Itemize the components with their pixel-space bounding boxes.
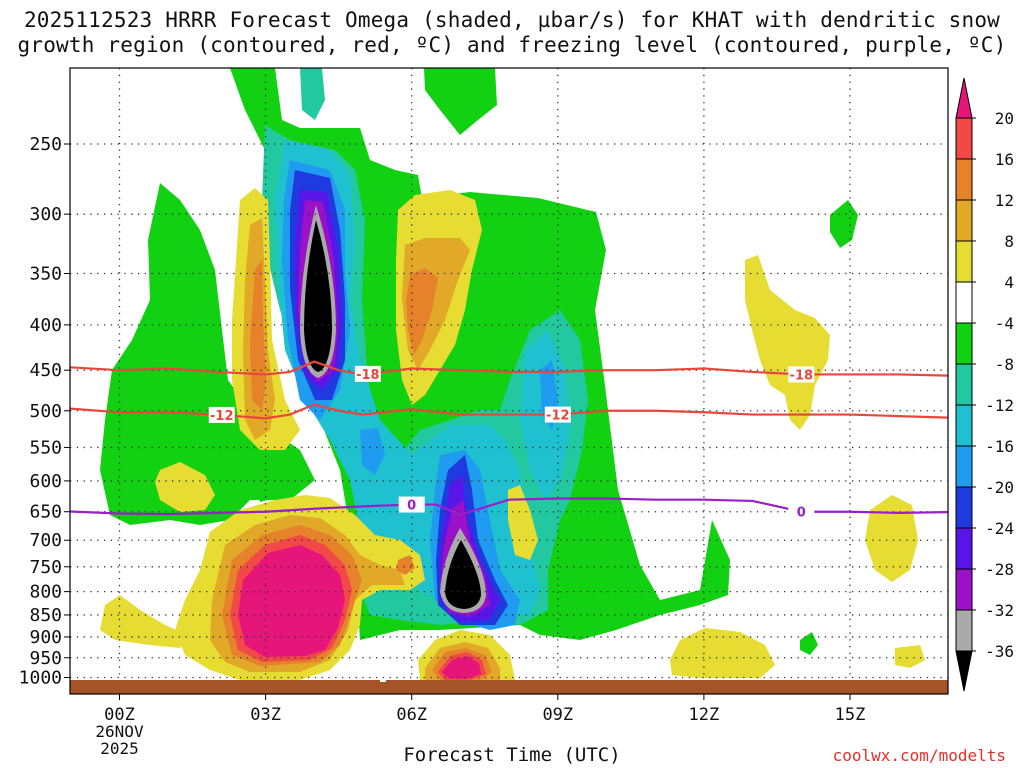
- omega-region-magenta-bottom: [442, 656, 481, 679]
- colorbar-label: -4: [995, 314, 1014, 333]
- y-tick-label: 300: [29, 204, 62, 225]
- omega-region-green-blob-c: [258, 492, 268, 502]
- colorbar-label: -32: [985, 601, 1014, 620]
- x-tick-label: 06Z: [396, 705, 427, 725]
- ground-strip-notch: [380, 680, 386, 682]
- y-tick-label: 650: [29, 502, 62, 523]
- x-tick-label: 15Z: [835, 705, 866, 725]
- colorbar-swatch: [955, 609, 973, 652]
- colorbar-label: -12: [985, 396, 1014, 415]
- colorbar-label: 8: [1004, 232, 1014, 251]
- colorbar-arrow-high: [955, 77, 973, 119]
- omega-shading: [100, 68, 925, 680]
- omega-region-green-top: [424, 68, 497, 135]
- omega-region-yellow-blob-far-right: [895, 645, 925, 668]
- contour-label: -12: [210, 409, 234, 424]
- colorbar-swatch: [955, 404, 973, 447]
- colorbar-label: -36: [985, 642, 1014, 661]
- omega-region-yellow-blob-left: [155, 462, 215, 512]
- contour-label-backdrop: [354, 365, 381, 382]
- x-tick-label: 03Z: [250, 705, 281, 725]
- omega-region-lightblue-side: [360, 428, 385, 475]
- credit-link[interactable]: coolwx.com/modelts: [832, 746, 1006, 765]
- contour-label: 0: [797, 506, 806, 521]
- colorbar-swatch: [955, 117, 973, 160]
- omega-region-orange-upper: [406, 268, 438, 355]
- contour-label: -12: [546, 409, 570, 424]
- y-tick-label: 950: [29, 648, 62, 669]
- omega-region-yellow-right-b: [865, 495, 918, 582]
- contour-label-backdrop: [788, 503, 815, 520]
- y-tick-label: 1000: [19, 668, 62, 689]
- omega-region-magenta-low-center: [238, 545, 345, 657]
- omega-region-teal-top: [300, 68, 325, 120]
- y-tick-label: 350: [29, 263, 62, 284]
- colorbar-label: 4: [1004, 273, 1014, 292]
- y-tick-label: 600: [29, 471, 62, 492]
- y-tick-label: 250: [29, 134, 62, 155]
- colorbar-swatch: [955, 363, 973, 406]
- x-tick-label: 09Z: [542, 705, 573, 725]
- colorbar-swatch: [955, 486, 973, 529]
- colorbar-label: -8: [995, 355, 1014, 374]
- omega-region-orange-left-column: [250, 260, 266, 410]
- x-tick-label: 00Z: [104, 705, 135, 725]
- y-tick-label: 800: [29, 582, 62, 603]
- omega-region-yellow-stem: [508, 485, 538, 560]
- y-tick-label: 700: [29, 530, 62, 551]
- colorbar-swatch: [955, 527, 973, 570]
- colorbar-label: -24: [985, 519, 1014, 538]
- x-tick-sublabel: 26NOV: [95, 722, 144, 741]
- colorbar-swatch: [955, 240, 973, 283]
- colorbar-label: -16: [985, 437, 1014, 456]
- contour-label: 0: [407, 499, 416, 514]
- colorbar-arrow-low: [955, 650, 973, 692]
- y-tick-label: 500: [29, 401, 62, 422]
- contour-label-backdrop: [208, 406, 235, 423]
- colorbar-swatch: [955, 322, 973, 365]
- colorbar-swatch: [955, 281, 973, 324]
- colorbar-swatch: [955, 445, 973, 488]
- colorbar-swatch: [955, 568, 973, 611]
- colorbar-label: 16: [995, 150, 1014, 169]
- chart-title-line-2: growth region (contoured, red, ºC) and f…: [17, 33, 1007, 57]
- omega-region-green-blob-b: [800, 632, 818, 655]
- grid-lines: [70, 68, 948, 694]
- contour-label-backdrop: [544, 406, 571, 423]
- colorbar-label: -20: [985, 478, 1014, 497]
- y-tick-label: 900: [29, 627, 62, 648]
- colorbar-label: 12: [995, 191, 1014, 210]
- x-tick-label: 12Z: [689, 705, 720, 725]
- y-tick-label: 450: [29, 360, 62, 381]
- omega-region-green-blob-a: [830, 200, 858, 248]
- colorbar-swatch: [955, 158, 973, 201]
- y-tick-label: 400: [29, 315, 62, 336]
- contour-label: -18: [790, 368, 814, 383]
- x-axis-label: Forecast Time (UTC): [403, 744, 621, 766]
- ground-strip: [70, 680, 948, 694]
- omega-region-yellow-right-a: [745, 255, 830, 430]
- colorbar: 20 16 12 8 4 -4 -8 -12 -16 -20 -24 -28 -32 -36: [955, 77, 1014, 692]
- colorbar-label: 20: [995, 109, 1014, 128]
- omega-region-yellow-low-right: [670, 628, 775, 678]
- contour-line: [70, 360, 948, 377]
- colorbar-swatch: [955, 199, 973, 242]
- y-tick-label: 750: [29, 557, 62, 578]
- y-axis: 2503003504004505005506006507007508008509…: [19, 134, 70, 689]
- contour-lines: -18 -18 -12 -12 0 0: [70, 360, 948, 521]
- y-tick-label: 850: [29, 605, 62, 626]
- chart-title-line-1: 2025112523 HRRR Forecast Omega (shaded, …: [23, 8, 1001, 32]
- contour-label-backdrop: [788, 366, 815, 383]
- contour-label-backdrop: [398, 496, 425, 513]
- omega-region-black-main: [304, 220, 332, 372]
- colorbar-label: -28: [985, 560, 1014, 579]
- contour-label: -18: [356, 368, 380, 383]
- y-tick-label: 550: [29, 437, 62, 458]
- plot-frame: [69, 67, 949, 695]
- x-tick-sublabel: 2025: [100, 739, 139, 758]
- omega-region-yellow-low-left: [100, 595, 188, 648]
- omega-region-orange-blob: [396, 555, 415, 575]
